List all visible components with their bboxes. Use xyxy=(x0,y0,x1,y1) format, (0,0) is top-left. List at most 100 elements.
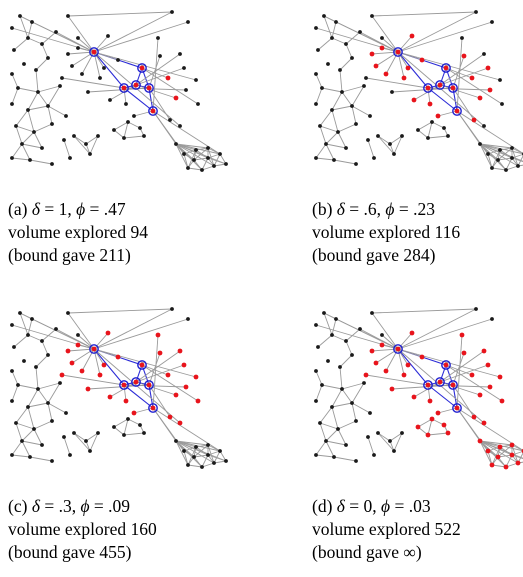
explored-node xyxy=(123,398,129,404)
graph-node xyxy=(366,138,370,142)
graph-node xyxy=(50,122,54,126)
graph-edge xyxy=(67,15,95,53)
graph-edge xyxy=(497,159,507,171)
graph-node xyxy=(482,124,486,128)
graph-node xyxy=(320,383,324,387)
graph-node xyxy=(186,20,190,24)
graph-node xyxy=(122,433,126,437)
graph-edge xyxy=(325,131,339,145)
explored-node xyxy=(195,398,201,404)
explored-node xyxy=(497,374,503,380)
graph-edge xyxy=(135,67,185,86)
seed-node xyxy=(450,382,456,388)
graph-edge xyxy=(201,157,209,171)
graph-edge xyxy=(437,110,458,117)
graph-edge xyxy=(325,428,339,442)
graph-edge xyxy=(397,318,493,350)
graph-node xyxy=(182,449,186,453)
graph-node xyxy=(138,423,142,427)
explored-node xyxy=(373,360,379,366)
graph-node xyxy=(10,26,14,30)
graph-edge xyxy=(33,131,43,149)
delta-symbol-c: δ xyxy=(31,496,40,516)
graph-node xyxy=(40,42,44,46)
graph-node xyxy=(416,128,420,132)
graph-node xyxy=(22,62,26,66)
graph-edge xyxy=(345,43,353,59)
explored-node xyxy=(115,354,121,360)
graph-node xyxy=(318,421,322,425)
graph-node xyxy=(184,88,188,92)
graph-node xyxy=(30,317,34,321)
explored-node xyxy=(477,438,483,444)
graph-edge xyxy=(85,432,99,442)
graph-node xyxy=(376,134,380,138)
graph-edge xyxy=(47,382,61,404)
graph-node xyxy=(116,58,120,62)
graph-edge xyxy=(315,384,323,402)
graph-node xyxy=(368,114,372,118)
graph-edge xyxy=(41,31,57,45)
graph-edge xyxy=(351,402,371,414)
graph-edge xyxy=(123,384,127,402)
graph-edge xyxy=(19,312,29,336)
graph-edge xyxy=(351,105,371,117)
graph-edge xyxy=(123,121,129,139)
graph-node xyxy=(96,134,100,138)
explored-node xyxy=(389,386,395,392)
graph-edge xyxy=(27,388,39,408)
graph-edge xyxy=(11,27,95,53)
graph-edge xyxy=(33,420,53,430)
delta-value-d: 0 xyxy=(363,496,373,516)
graph-edge xyxy=(27,109,35,133)
graph-edge xyxy=(123,432,145,436)
graph-edge xyxy=(183,446,197,452)
graph-edge xyxy=(183,450,189,466)
graph-edge xyxy=(397,332,413,350)
graph-edge xyxy=(93,348,125,386)
graph-edge xyxy=(331,388,343,408)
graph-edge xyxy=(479,143,523,155)
graph-node xyxy=(194,445,198,449)
graph-edge xyxy=(377,135,391,145)
explored-node xyxy=(503,464,509,470)
caption-b-line1: (b) δ = .6, ϕ = .23 xyxy=(312,198,460,221)
explored-node xyxy=(65,348,71,354)
seed-node-ring xyxy=(89,344,99,354)
graph-node xyxy=(336,130,340,134)
graph-edge xyxy=(339,366,343,390)
graph-edge xyxy=(439,364,489,383)
graph-node xyxy=(26,405,30,409)
graph-node xyxy=(490,166,494,170)
graph-node xyxy=(350,104,354,108)
graph-edge xyxy=(19,15,29,39)
graph-edge xyxy=(437,407,458,414)
seed-node xyxy=(425,382,431,388)
explored-node xyxy=(445,430,451,436)
delta-symbol-b: δ xyxy=(336,199,345,219)
graph-edge xyxy=(331,406,339,430)
nodes-d xyxy=(314,307,523,470)
graph-node xyxy=(358,30,362,34)
seed-node xyxy=(454,405,460,411)
graph-edge xyxy=(371,308,477,314)
explored-node xyxy=(509,452,515,458)
graph-node xyxy=(126,120,130,124)
graph-edge xyxy=(517,164,523,167)
phi-value-a: .47 xyxy=(103,199,126,219)
graph-node xyxy=(344,42,348,46)
graph-edge xyxy=(427,384,431,402)
graph-node xyxy=(194,148,198,152)
graph-node xyxy=(400,431,404,435)
graph-node xyxy=(196,102,200,106)
explored-node xyxy=(401,372,407,378)
graph-node xyxy=(334,317,338,321)
explored-node xyxy=(495,454,501,460)
graph-node xyxy=(314,369,318,373)
graph-edge xyxy=(377,432,391,442)
graph-edge xyxy=(15,125,35,133)
graph-edge xyxy=(93,332,109,350)
graph-edge xyxy=(371,15,399,53)
graph-node xyxy=(36,387,40,391)
graph-edge xyxy=(63,139,71,159)
